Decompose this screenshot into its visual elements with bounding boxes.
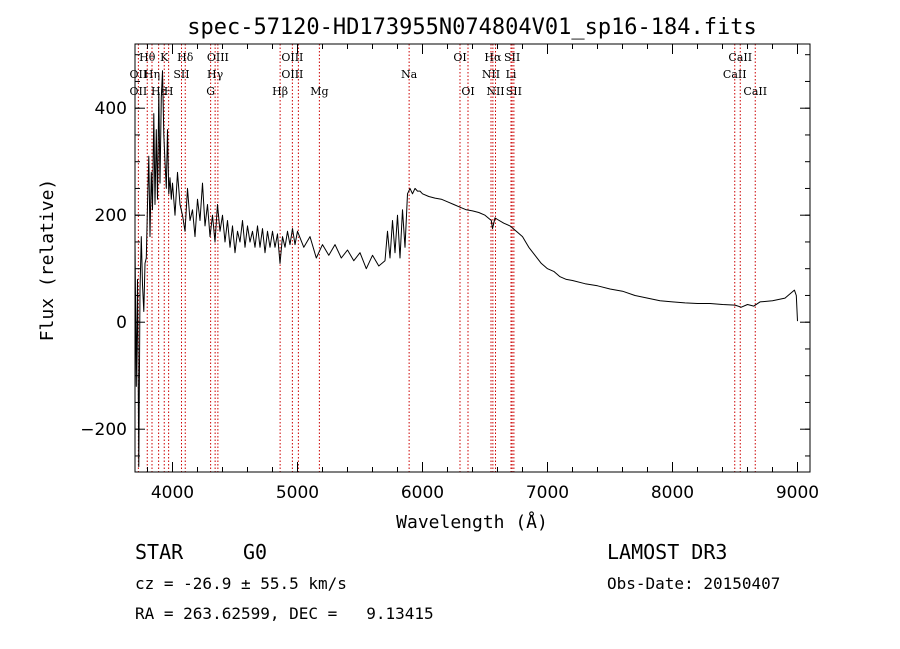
line-label: OI	[461, 85, 474, 98]
line-label: OII	[130, 68, 148, 81]
line-label: OIII	[207, 51, 229, 64]
line-label: CaII	[728, 51, 752, 64]
redshift-value: cz = -26.9 ± 55.5 km/s	[135, 574, 347, 593]
y-axis-label: Flux (relative)	[37, 179, 58, 342]
observation-date: Obs-Date: 20150407	[607, 574, 781, 593]
line-label: Mg	[310, 85, 328, 98]
line-label: Na	[401, 68, 418, 81]
line-label: Hγ	[207, 68, 224, 81]
spectral-subclass: G0	[243, 540, 268, 564]
line-markers	[137, 44, 756, 472]
line-label: OII	[130, 85, 148, 98]
line-label: CaII	[723, 68, 747, 81]
line-label: NII	[482, 68, 500, 81]
plot-frame	[134, 43, 811, 473]
line-label: NII	[486, 85, 504, 98]
line-label: Li	[506, 68, 517, 81]
coordinates: RA = 263.62599, DEC = 9.13415	[135, 604, 434, 623]
line-label: OI	[453, 51, 466, 64]
x-tick-label: 4000	[151, 483, 194, 503]
x-tick-label: 5000	[276, 483, 319, 503]
line-label: OIII	[281, 68, 303, 81]
line-label: Hε	[151, 85, 167, 98]
line-label: SII	[506, 85, 522, 98]
line-label: OIII	[281, 51, 303, 64]
x-tick-label: 6000	[401, 483, 444, 503]
line-label: G	[206, 85, 215, 98]
line-label: Hβ	[272, 85, 288, 98]
x-tick-label: 8000	[651, 483, 694, 503]
line-label: Hη	[144, 68, 160, 81]
spectrum-series	[134, 70, 798, 468]
line-label: Hδ	[177, 51, 194, 64]
axes: 4000 5000 6000 7000 8000 9000 −200 0 200 400	[80, 43, 819, 503]
line-label: K	[160, 51, 169, 64]
x-tick-label: 7000	[526, 483, 569, 503]
x-tick-label: 9000	[776, 483, 819, 503]
survey-name: LAMOST DR3	[607, 540, 728, 564]
y-tick-label: 400	[95, 99, 127, 119]
x-axis-label: Wavelength (Å)	[396, 511, 548, 533]
line-label: Hα	[484, 51, 502, 64]
line-label: SII	[173, 68, 189, 81]
line-label: Hθ	[139, 51, 156, 64]
chart-title: spec-57120-HD173955N074804V01_sp16-184.f…	[187, 15, 757, 40]
line-label: SII	[504, 51, 520, 64]
spectrum-line	[134, 70, 798, 468]
line-label: CaII	[743, 85, 767, 98]
y-tick-label: 0	[116, 313, 127, 333]
y-tick-label: 200	[95, 206, 127, 226]
line-label: H	[164, 85, 174, 98]
y-tick-label: −200	[80, 420, 127, 440]
object-class: STAR	[135, 540, 184, 564]
